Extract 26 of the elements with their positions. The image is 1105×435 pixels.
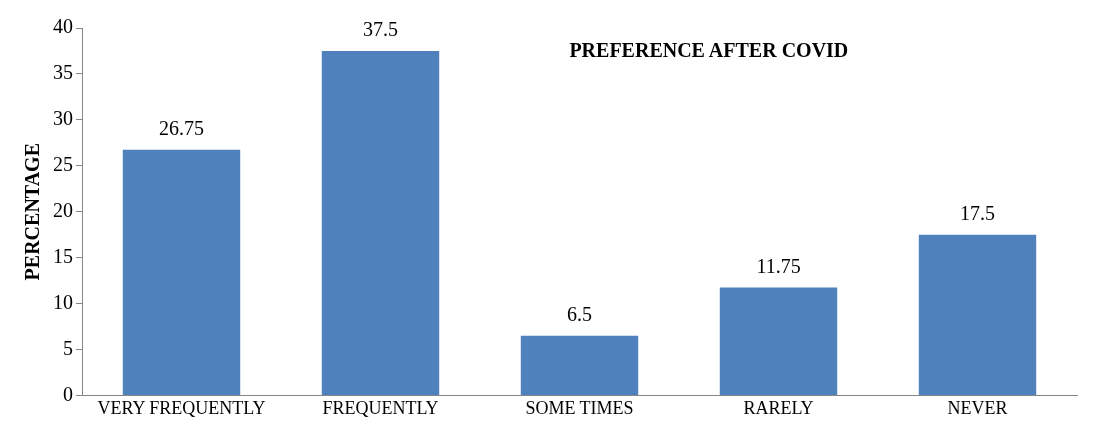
y-tick-label: 10 [53,290,73,313]
x-tick-label: FREQUENTLY [322,397,439,418]
bar [122,149,241,395]
y-axis-title: PERCENTAGE [21,142,44,281]
data-label: 37.5 [363,18,398,41]
y-tick-label: 35 [53,61,73,84]
y-tick-label: 40 [53,15,73,38]
data-label: 26.75 [159,116,204,139]
y-tick-label: 0 [63,382,73,405]
text: PREFERENCE AFTER COVID [569,39,849,62]
bar [719,287,838,395]
x-tick-label: VERY FREQUENTLY [97,397,266,418]
y-tick-label: 25 [53,153,73,176]
bar [520,335,639,395]
y-tick-label: 30 [53,107,73,130]
y-tick-label: 5 [63,336,73,359]
bar [321,50,440,395]
y-tick-label: 15 [53,244,73,267]
bar [918,234,1037,395]
data-label: 11.75 [756,254,801,277]
x-tick-label: SOME TIMES [525,397,634,418]
x-tick-label: RARELY [743,397,814,418]
data-label: 17.5 [960,201,995,224]
y-tick-label: 20 [53,198,73,221]
x-tick-label: NEVER [947,397,1008,418]
data-label: 6.5 [567,302,592,325]
